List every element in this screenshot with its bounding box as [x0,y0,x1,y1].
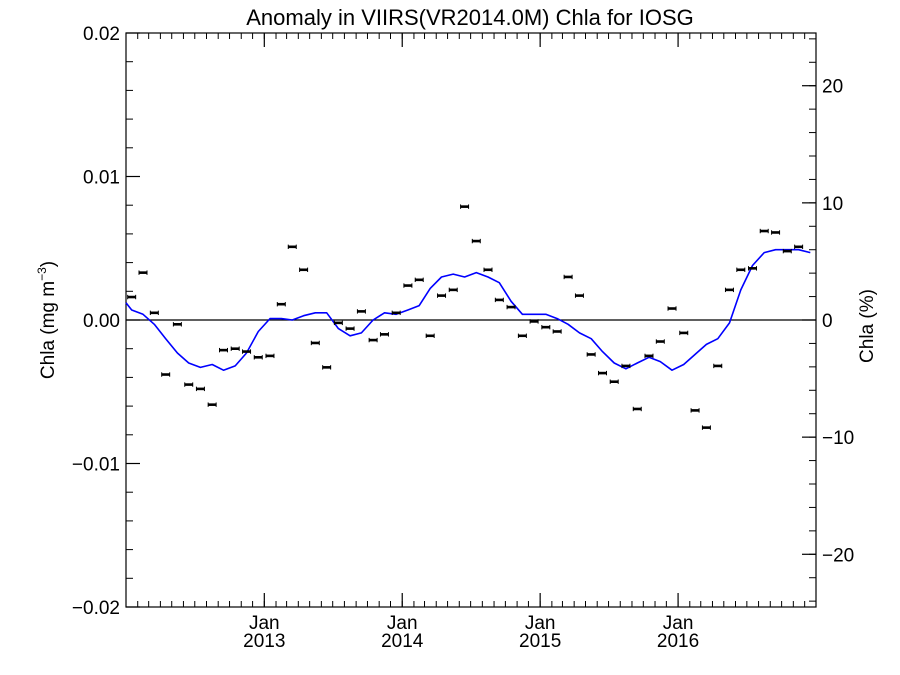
data-point [299,267,309,272]
data-point [172,322,182,327]
chart-title: Anomaly in VIIRS(VR2014.0M) Chla for IOS… [246,5,694,30]
data-point [471,238,481,244]
x-tick-month: Jan [525,613,556,634]
data-point [771,230,781,235]
y-tick-label: 0.00 [83,311,120,332]
data-point [552,329,562,334]
y-axis-left: 0.02 0.01 0.00 −0.01 −0.02 [72,24,140,619]
data-point [701,425,711,430]
data-point [161,372,171,377]
data-point [333,320,343,326]
data-point [207,402,217,407]
series-line [125,248,811,371]
data-point [644,353,654,359]
data-point [356,309,366,314]
x-tick-month: Jan [249,613,280,634]
data-point [632,406,642,412]
data-point [448,287,458,293]
y-axis-title-close: ) [38,261,59,267]
data-point [265,353,275,359]
data-point [748,266,758,271]
data-point [310,340,320,346]
data-point [574,293,584,298]
data-point [621,363,631,369]
data-point [529,319,539,324]
data-point [230,346,240,351]
data-point [425,333,435,338]
data-point [506,304,516,310]
data-point [276,302,286,307]
y-axis-title: Chla (mg m−3) [35,261,59,379]
data-point [794,244,804,250]
data-point [218,347,228,353]
data-point [713,363,723,369]
data-point [253,355,263,360]
data-point [414,277,424,283]
x-tick-year: 2013 [243,631,285,652]
data-point [379,332,389,337]
data-point [736,267,746,272]
x-tick-month: Jan [387,613,418,634]
y2-tick-label: −10 [822,428,854,449]
data-point [242,349,252,354]
data-point [724,287,734,293]
y-axis-right: 20 10 0 −10 −20 [802,38,854,602]
data-point [541,324,551,330]
data-point [586,352,596,357]
data-point [609,379,619,384]
data-point [127,294,137,300]
data-point [690,408,700,413]
data-point [287,244,297,250]
x-tick-year: 2016 [657,631,699,652]
data-point [563,274,573,280]
y2-axis-title: Chla (%) [857,289,878,363]
data-point [403,283,413,288]
data-point [782,248,792,254]
x-tick-month: Jan [663,613,694,634]
data-point [598,370,608,376]
y-tick-label: 0.02 [83,24,120,45]
data-point [655,339,665,344]
x-tick-year: 2014 [381,631,424,652]
scatter-series-layer [127,204,804,430]
data-point [368,337,378,343]
y-tick-label: −0.01 [72,455,120,476]
y2-tick-label: 0 [822,311,833,332]
line-series-layer [125,248,811,371]
data-point [437,293,447,298]
data-point [138,270,148,275]
data-point [149,310,159,316]
data-point [494,297,504,303]
data-point [322,365,332,370]
data-point [483,267,493,272]
y-tick-label: −0.02 [72,598,120,619]
data-point [345,326,355,331]
y-axis-title-text: Chla (mg m [38,281,59,379]
data-point [195,386,205,392]
data-point [667,306,677,311]
y2-tick-label: 10 [822,194,843,215]
data-point [184,382,194,387]
y2-tick-label: 20 [822,77,843,98]
y2-tick-label: −20 [822,545,854,566]
y-tick-label: 0.01 [83,168,120,189]
data-point [391,310,401,316]
x-tick-year: 2015 [519,631,561,652]
data-point [679,330,689,336]
data-point [460,204,470,209]
y-axis-title-superscript: −3 [35,267,49,281]
data-point [759,228,769,234]
data-point [517,333,527,338]
